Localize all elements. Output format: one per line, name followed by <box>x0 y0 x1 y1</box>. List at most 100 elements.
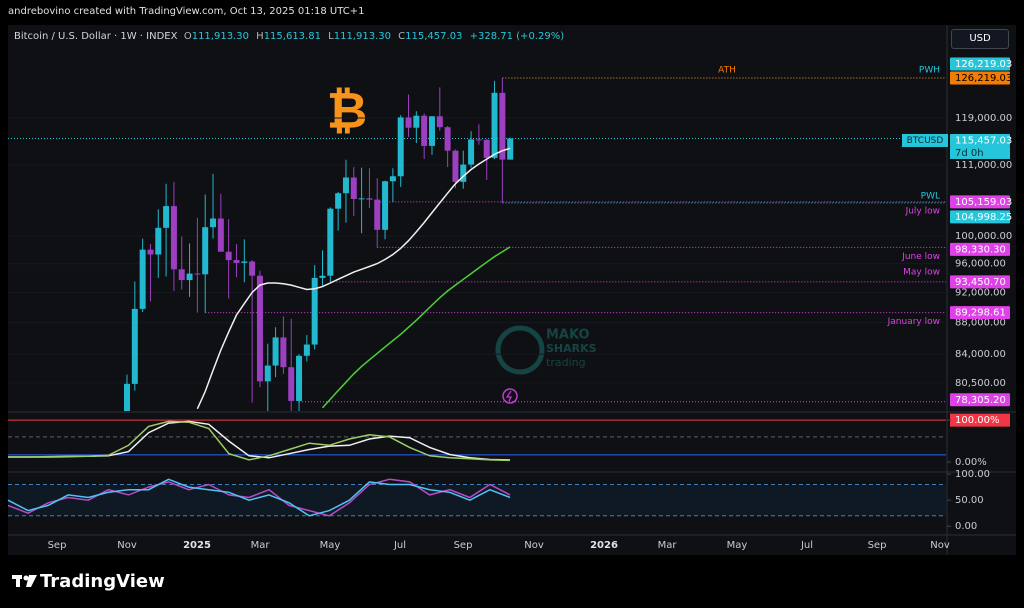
candle-body <box>319 275 326 278</box>
symbol-label: BTCUSD <box>907 136 944 146</box>
candle-body <box>350 177 357 199</box>
y-tick-label: 0.00% <box>955 457 987 468</box>
x-tick-label: 2026 <box>590 540 618 551</box>
x-tick-label: May <box>727 540 748 551</box>
y-tick-label: 100.00 <box>955 469 990 480</box>
ohlc-value: 111,913.30 <box>191 31 249 42</box>
brand-logo <box>12 575 37 587</box>
candle-body <box>264 365 271 382</box>
x-tick-label: Sep <box>868 540 887 551</box>
price-label: 78,305.20 <box>955 395 1006 406</box>
price-label: 93,450.70 <box>955 277 1006 288</box>
candle-body <box>280 337 287 368</box>
level-name: July low <box>905 206 940 216</box>
candle-body <box>366 198 373 200</box>
countdown-box <box>950 146 1010 159</box>
watermark-icon <box>495 325 545 375</box>
y-tick-label: 96,000.00 <box>955 259 1006 270</box>
candle-body <box>288 367 295 401</box>
x-tick-label: 2025 <box>183 540 211 551</box>
y-tick-label: 84,000.00 <box>955 349 1006 360</box>
x-tick-label: Sep <box>454 540 473 551</box>
logo-part <box>16 575 20 587</box>
indicator-line <box>7 478 511 517</box>
y-tick-label: 100.00% <box>955 415 1000 426</box>
level-name: PWH <box>919 66 940 76</box>
candle-body <box>468 139 475 165</box>
candle-body <box>475 139 482 141</box>
watermark: MAKO SHARKS trading <box>495 325 597 375</box>
candle-body <box>272 337 279 366</box>
candle-body <box>327 208 334 276</box>
y-tick-label: 92,000.00 <box>955 287 1006 298</box>
candle-body <box>131 308 138 384</box>
candle-body <box>342 177 349 194</box>
candle-body <box>483 139 490 158</box>
symbol-legend: Bitcoin / U.S. Dollar · 1W · INDEX O111,… <box>14 31 568 42</box>
candle-body <box>311 277 318 345</box>
candle-body <box>163 206 170 228</box>
y-tick-label: 80,500.00 <box>955 378 1006 389</box>
y-tick-label: 119,000.00 <box>955 113 1012 124</box>
price-label-box <box>950 133 1010 147</box>
ohlc-value: 111,913.30 <box>333 31 391 42</box>
watermark-text: trading <box>546 356 586 369</box>
currency-button[interactable]: USD <box>951 29 1009 49</box>
price-label: 115,457.03 <box>955 135 1012 146</box>
price-label-box <box>950 393 1010 407</box>
candle-body <box>147 249 154 255</box>
ohlc-key: H <box>256 31 264 42</box>
candle-body <box>382 181 389 230</box>
ohlc-key: L <box>328 31 334 42</box>
x-tick-label: Jul <box>800 540 813 551</box>
band-fill <box>8 484 946 516</box>
alert-icon[interactable] <box>502 388 518 404</box>
price-label-box <box>950 71 1010 85</box>
indicator-line <box>7 478 511 517</box>
candle-body <box>460 164 467 182</box>
price-label-box <box>950 210 1010 224</box>
x-tick-label: Sep <box>48 540 67 551</box>
price-label-box <box>950 242 1010 256</box>
x-tick-label: Mar <box>251 540 271 551</box>
candle-body <box>296 355 303 401</box>
level-name: June low <box>901 252 940 262</box>
x-tick-label: May <box>320 540 341 551</box>
ohlc-key: O <box>183 31 192 42</box>
candle-body <box>397 117 404 177</box>
y-tick-label: 50.00 <box>955 495 984 506</box>
candle-body <box>194 273 201 275</box>
x-tick-label: Jul <box>393 540 406 551</box>
alert-icon-bolt <box>505 390 513 402</box>
level-name: PWL <box>921 191 940 201</box>
candle-body <box>139 249 146 309</box>
price-label: 105,159.03 <box>955 197 1012 208</box>
attribution: andrebovino created with TradingView.com… <box>8 6 365 17</box>
x-tick-label: Nov <box>117 540 137 551</box>
watermark-text: SHARKS <box>546 342 597 355</box>
countdown: 7d 0h <box>955 148 984 159</box>
symbol-name: Bitcoin / U.S. Dollar · 1W · INDEX <box>14 31 178 42</box>
plot-area <box>8 77 946 411</box>
price-label: 89,298.61 <box>955 308 1006 319</box>
candle-body <box>405 117 412 128</box>
indicator-line <box>321 246 511 409</box>
logo-part <box>26 575 37 587</box>
indicator-line <box>196 147 511 410</box>
x-tick-label: Nov <box>524 540 544 551</box>
symbol-label-box <box>902 133 948 147</box>
level-name: ATH <box>718 66 736 76</box>
candle-body <box>233 260 240 263</box>
candle-body <box>124 383 130 411</box>
change: +328.71 (+0.29%) <box>469 31 565 42</box>
bitcoin-logo: ₿ <box>327 82 368 140</box>
x-tick-label: Nov <box>930 540 950 551</box>
candle-body <box>178 269 185 281</box>
ohlc-value: 115,613.81 <box>263 31 321 42</box>
ohlc-key: C <box>398 31 406 42</box>
indicator-line <box>8 420 511 462</box>
price-label: 98,330.30 <box>955 244 1006 255</box>
candle-body <box>241 261 248 263</box>
price-label-box <box>950 275 1010 289</box>
